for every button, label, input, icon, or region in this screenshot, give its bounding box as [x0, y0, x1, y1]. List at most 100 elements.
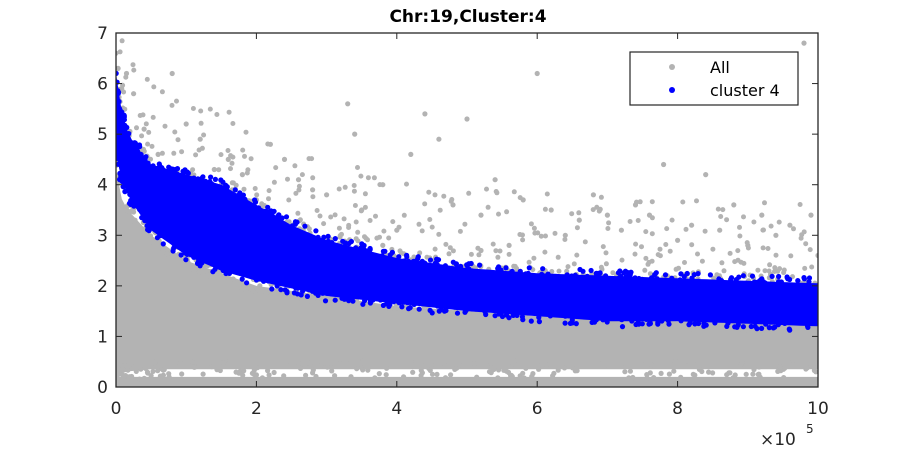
cluster-edge-points-point: [435, 257, 442, 263]
all-point: [809, 264, 815, 270]
all-point: [619, 257, 625, 263]
cluster-edge-points-point: [458, 304, 464, 310]
all-point: [401, 212, 407, 218]
cluster-edge-points-point: [463, 305, 469, 311]
all-edge-points-point: [281, 373, 287, 379]
all-point: [295, 177, 302, 183]
cluster-edge-points-point: [165, 170, 171, 177]
all-edge-points-point: [647, 370, 653, 376]
cluster-edge-points-point: [344, 294, 350, 300]
all-edge-points-point: [271, 369, 277, 376]
all-point: [495, 254, 501, 260]
cluster-edge-points-point: [411, 301, 417, 307]
cluster-edge-points-point: [602, 277, 608, 283]
cluster-edge-points-point: [469, 268, 475, 274]
all-point: [230, 180, 236, 186]
cluster-edge-points-point: [764, 284, 770, 290]
cluster-edge-points-point: [551, 276, 557, 282]
cluster-edge-points-point: [137, 206, 143, 213]
cluster-edge-points-point: [461, 269, 467, 275]
all-point: [777, 266, 783, 272]
all-point: [590, 192, 597, 198]
cluster-edge-points-point: [417, 262, 423, 268]
all-point: [745, 245, 751, 251]
all-point: [562, 232, 568, 238]
all-point: [649, 231, 655, 237]
cluster-edge-points-point: [622, 268, 629, 274]
all-edge-points-point: [676, 324, 682, 330]
all-point: [710, 246, 716, 252]
cluster-edge-points-point: [304, 293, 310, 299]
all-point: [590, 207, 596, 213]
cluster-edge-points-point: [655, 321, 661, 327]
all-point: [618, 227, 625, 233]
all-point: [478, 212, 484, 218]
cluster-edge-points-point: [691, 272, 697, 278]
cluster-edge-points-point: [347, 247, 353, 253]
cluster-edge-points-point: [536, 314, 542, 320]
all-edge-points-point: [164, 251, 170, 257]
all-point: [116, 65, 121, 71]
all-point: [637, 199, 643, 205]
all-edge-points-point: [596, 360, 602, 366]
x-multiplier-base: ×10: [760, 430, 796, 450]
all-point: [492, 177, 498, 183]
cluster-edge-points-point: [515, 274, 521, 280]
cluster-edge-points-point: [391, 299, 397, 305]
cluster-edge-points-point: [279, 215, 285, 221]
cluster-edge-points-point: [359, 250, 365, 257]
all-edge-points-point: [259, 375, 265, 381]
cluster-edge-points-point: [795, 278, 801, 284]
cluster-edge-points-point: [584, 273, 590, 279]
all-edge-points-point: [391, 306, 397, 312]
cluster-edge-points-point: [453, 261, 459, 267]
cluster-edge-points-point: [332, 297, 338, 303]
all-edge-points-point: [658, 370, 664, 376]
cluster-edge-points-point: [464, 266, 470, 272]
all-point: [798, 235, 804, 241]
all-edge-points-point: [365, 367, 371, 373]
all-point: [731, 202, 737, 208]
all-point: [419, 228, 425, 234]
all-point: [788, 253, 794, 259]
cluster-edge-points-point: [509, 307, 515, 313]
all-edge-points-point: [718, 324, 724, 330]
all-point: [669, 217, 675, 223]
cluster-edge-points-point: [564, 272, 570, 278]
cluster-edge-points-point: [416, 306, 422, 312]
all-point: [332, 212, 338, 218]
all-point: [717, 227, 723, 233]
cluster-edge-points-point: [735, 282, 741, 288]
all-point: [773, 252, 779, 258]
all-edge-points-point: [191, 364, 197, 370]
all-point: [225, 148, 231, 153]
all-edge-points-point: [776, 326, 782, 332]
all-point: [310, 194, 316, 200]
all-edge-points-point: [249, 286, 255, 293]
cluster-edge-points-point: [572, 272, 578, 278]
cluster-edge-points-point: [633, 321, 639, 328]
all-point: [130, 62, 136, 68]
all-point: [639, 244, 644, 250]
all-edge-points-point: [474, 374, 480, 380]
all-point: [285, 176, 290, 182]
all-edge-points-point: [561, 365, 568, 371]
all-point: [735, 248, 741, 254]
cluster-edge-points-point: [669, 275, 675, 281]
x-tick-label: 2: [251, 399, 262, 419]
all-point: [565, 264, 571, 270]
all-edge-points-point: [452, 314, 458, 320]
all-edge-points-point: [553, 319, 559, 325]
cluster-edge-points-point: [739, 280, 745, 287]
cluster-edge-points-point: [629, 318, 635, 324]
all-point: [358, 208, 364, 214]
cluster-edge-points-point: [382, 248, 388, 254]
all-edge-points-point: [156, 362, 162, 368]
all-point: [172, 129, 178, 135]
cluster-edge-points-point: [387, 252, 393, 258]
cluster-edge-points-point: [295, 285, 301, 291]
all-point: [744, 240, 750, 246]
all-point: [145, 141, 151, 147]
cluster-edge-points-point: [432, 260, 438, 266]
all-point: [155, 151, 161, 157]
